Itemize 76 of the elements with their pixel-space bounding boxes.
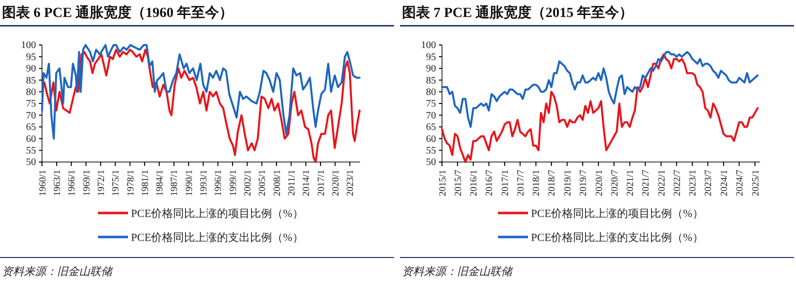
x-tick-label: 1999/1 (228, 170, 239, 196)
x-tick-label: 1987/1 (170, 170, 180, 196)
x-tick-label: 1969/1 (82, 170, 92, 196)
y-tick-label: 70 (26, 110, 36, 122)
x-tick-label: 2020/7 (610, 170, 620, 196)
y-tick-label: 55 (426, 146, 436, 156)
x-tick-label: 1975/1 (112, 170, 122, 196)
x-tick-label: 2025/1 (751, 170, 762, 196)
x-tick-label: 2022/1 (657, 170, 668, 196)
chart-title: 图表 7 PCE 通胀宽度（2015 年至今） (402, 4, 633, 21)
y-tick-label: 80 (26, 87, 36, 98)
x-tick-label: 2014/1 (302, 170, 312, 196)
y-tick-label: 70 (426, 110, 436, 122)
x-tick-label: 2011/1 (288, 170, 298, 196)
legend-label: PCE价格同比上涨的支出比例（%） (531, 231, 704, 244)
x-tick-label: 2018/1 (532, 170, 542, 196)
y-tick-label: 95 (426, 52, 436, 63)
x-tick-label: 1963/1 (52, 170, 63, 196)
x-tick-label: 1960/1 (38, 170, 48, 196)
x-tick-label: 2018/7 (548, 170, 558, 196)
x-tick-label: 1984/1 (156, 170, 166, 196)
y-tick-label: 60 (26, 134, 36, 145)
y-tick-label: 85 (26, 75, 36, 86)
x-tick-label: 1981/1 (140, 170, 151, 196)
x-tick-label: 1990/1 (184, 170, 195, 196)
y-tick-label: 65 (26, 122, 36, 134)
x-tick-label: 2023/7 (704, 170, 714, 196)
x-tick-label: 2020/1 (331, 170, 342, 196)
x-tick-label: 2021/1 (626, 170, 636, 196)
text: 资料来源：旧金山联储 (402, 265, 514, 278)
x-tick-label: 2023/1 (688, 170, 699, 196)
y-tick-label: 75 (26, 98, 36, 110)
y-tick-label: 100 (421, 40, 436, 52)
x-tick-label: 2017/7 (516, 170, 526, 196)
x-tick-label: 1972/1 (96, 170, 107, 196)
x-tick-label: 2019/7 (578, 170, 589, 196)
x-tick-label: 2016/1 (470, 170, 480, 196)
y-tick-label: 95 (26, 52, 36, 63)
legend-label: PCE价格同比上涨的项目比例（%） (131, 207, 304, 220)
x-tick-label: 2015/7 (454, 170, 464, 196)
x-tick-label: 1966/1 (68, 170, 78, 196)
legend-label: PCE价格同比上涨的支出比例（%） (131, 231, 304, 244)
y-tick-label: 90 (426, 64, 436, 75)
x-tick-label: 1993/1 (200, 170, 210, 196)
y-tick-label: 85 (426, 75, 436, 86)
y-tick-label: 55 (26, 146, 36, 156)
x-tick-label: 2017/1 (316, 170, 327, 196)
y-tick-label: 90 (26, 64, 36, 75)
x-tick-label: 2008/1 (272, 170, 283, 196)
y-tick-label: 100 (21, 40, 36, 52)
x-tick-label: 2021/7 (642, 170, 652, 196)
y-tick-label: 80 (426, 87, 436, 98)
x-tick-label: 2023/1 (346, 170, 356, 196)
x-tick-label: 2002/1 (244, 170, 254, 196)
x-tick-label: 2015/1 (438, 170, 448, 196)
x-tick-label: 1996/1 (214, 170, 224, 196)
line-series (41, 44, 361, 140)
y-tick-label: 75 (426, 98, 436, 110)
x-tick-label: 2022/7 (672, 170, 683, 196)
x-tick-label: 2024/1 (720, 170, 730, 196)
x-tick-label: 1978/1 (126, 170, 136, 196)
y-tick-label: 50 (426, 157, 436, 168)
text: 资料来源：旧金山联储 (2, 265, 114, 278)
x-tick-label: 2017/1 (500, 170, 511, 196)
y-tick-label: 50 (26, 157, 36, 168)
x-tick-label: 2024/7 (736, 170, 746, 196)
line-series (41, 48, 361, 163)
line-series (441, 51, 759, 128)
y-tick-label: 65 (426, 122, 436, 134)
x-tick-label: 2005/1 (258, 170, 268, 196)
legend-label: PCE价格同比上涨的项目比例（%） (531, 207, 704, 220)
x-tick-label: 2019/1 (563, 170, 574, 196)
x-tick-label: 2020/1 (594, 170, 605, 196)
y-tick-label: 60 (426, 134, 436, 145)
chart-title: 图表 6 PCE 通胀宽度（1960 年至今） (2, 4, 233, 21)
x-tick-label: 2016/7 (485, 170, 496, 196)
